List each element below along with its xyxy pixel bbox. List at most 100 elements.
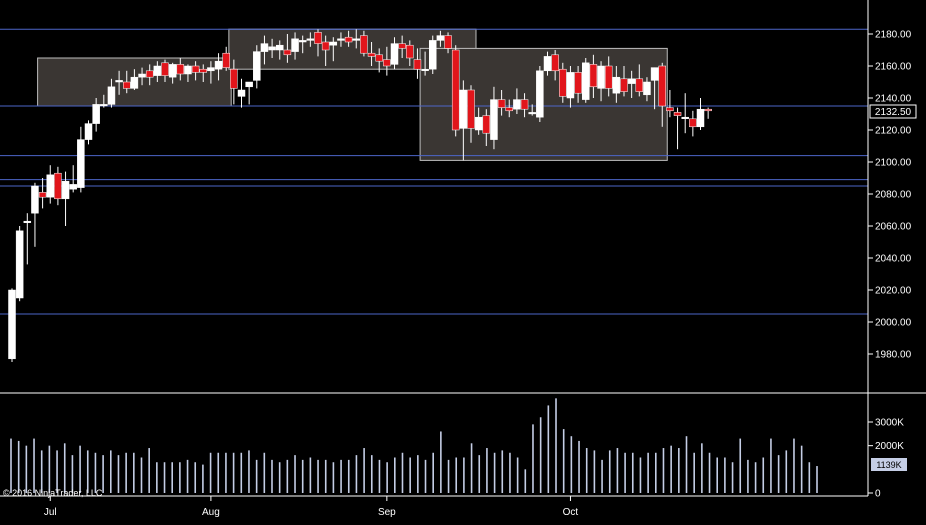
candle bbox=[199, 64, 207, 82]
volume-tick-label: 2000K bbox=[875, 441, 904, 452]
candle bbox=[497, 90, 506, 116]
candle bbox=[230, 59, 238, 105]
candle-body bbox=[23, 220, 32, 223]
candle-body bbox=[298, 40, 307, 43]
candle-body bbox=[145, 70, 154, 78]
candle bbox=[352, 29, 360, 49]
candle-body bbox=[329, 41, 338, 46]
candle bbox=[604, 56, 613, 97]
candle-body bbox=[383, 59, 391, 67]
candle bbox=[520, 93, 529, 118]
candle bbox=[138, 67, 146, 86]
candle-body bbox=[673, 112, 682, 116]
candle-body bbox=[237, 89, 246, 97]
candle-body bbox=[520, 99, 529, 110]
candle bbox=[597, 61, 605, 102]
candle bbox=[46, 165, 54, 204]
candle-body bbox=[390, 43, 399, 65]
candle bbox=[543, 51, 552, 76]
candle-body bbox=[168, 64, 177, 78]
candle bbox=[38, 178, 47, 209]
candle-body bbox=[582, 62, 590, 100]
candle bbox=[176, 58, 185, 81]
candle bbox=[321, 35, 330, 66]
candle bbox=[61, 171, 70, 226]
last-volume-marker: 1139K bbox=[871, 458, 907, 471]
candle-body bbox=[421, 68, 429, 71]
price-tick-label: 2000.00 bbox=[875, 318, 912, 329]
candle-body bbox=[620, 78, 628, 92]
candle bbox=[467, 85, 475, 143]
candle bbox=[490, 86, 498, 150]
time-tick-label: Aug bbox=[202, 507, 220, 518]
candle-body bbox=[528, 112, 536, 115]
volume-tick-label: 3000K bbox=[875, 418, 904, 429]
candle-body bbox=[214, 60, 223, 70]
price-tick-label: 2100.00 bbox=[875, 158, 912, 169]
candle-body bbox=[429, 40, 437, 70]
candle-body bbox=[650, 67, 659, 81]
candle-body bbox=[123, 81, 131, 89]
candle-body bbox=[176, 64, 185, 75]
candle bbox=[168, 62, 177, 84]
candle-body bbox=[627, 78, 636, 84]
candle-body bbox=[551, 54, 559, 72]
candle-body bbox=[138, 73, 146, 78]
candle-body bbox=[54, 172, 62, 200]
candle-body bbox=[444, 35, 452, 49]
candle-body bbox=[314, 32, 322, 44]
candle bbox=[413, 48, 422, 79]
candle bbox=[161, 59, 169, 82]
candle bbox=[260, 35, 269, 65]
candle bbox=[130, 69, 139, 90]
candle bbox=[207, 61, 215, 84]
candle-body bbox=[222, 52, 230, 68]
candle bbox=[23, 213, 32, 265]
candle-body bbox=[658, 65, 666, 107]
candle-body bbox=[107, 86, 116, 105]
candle bbox=[291, 32, 299, 60]
candle-body bbox=[696, 108, 705, 128]
candle-body bbox=[543, 56, 552, 72]
candle-body bbox=[589, 64, 598, 88]
candle-body bbox=[505, 107, 513, 112]
candle bbox=[329, 37, 338, 62]
candle-body bbox=[451, 49, 460, 131]
candle bbox=[306, 32, 315, 47]
time-tick-label: Oct bbox=[563, 507, 579, 518]
candle-body bbox=[115, 80, 123, 83]
candle-body bbox=[375, 54, 383, 62]
candle-body bbox=[413, 59, 422, 70]
candle-body bbox=[230, 68, 238, 89]
candle-body bbox=[46, 174, 54, 198]
candle-body bbox=[337, 38, 345, 41]
candle-body bbox=[291, 38, 299, 52]
candlestick-series bbox=[8, 29, 712, 362]
candle bbox=[635, 64, 644, 97]
candle bbox=[214, 53, 223, 81]
candle-body bbox=[207, 67, 215, 72]
candle-body bbox=[681, 116, 689, 119]
time-axis: Jul Aug Sep Oct bbox=[44, 496, 579, 518]
candle bbox=[536, 66, 544, 122]
candle bbox=[451, 45, 460, 137]
candle-body bbox=[398, 43, 406, 49]
candle bbox=[612, 66, 621, 103]
candle-body bbox=[352, 38, 360, 41]
candle bbox=[107, 78, 116, 108]
candle-body bbox=[306, 38, 315, 41]
candle bbox=[589, 54, 598, 98]
candle-body bbox=[77, 139, 85, 188]
candle bbox=[383, 46, 391, 76]
candle-body bbox=[283, 49, 292, 56]
candle-body bbox=[490, 99, 498, 140]
candle-body bbox=[704, 108, 712, 112]
candle-body bbox=[69, 184, 77, 190]
candle bbox=[153, 61, 162, 82]
candle bbox=[344, 30, 353, 47]
candle-body bbox=[367, 52, 376, 57]
price-tick-label: 2180.00 bbox=[875, 30, 912, 41]
time-tick-label: Jul bbox=[44, 507, 57, 518]
candle-body bbox=[276, 44, 284, 51]
candle-body bbox=[360, 35, 368, 54]
